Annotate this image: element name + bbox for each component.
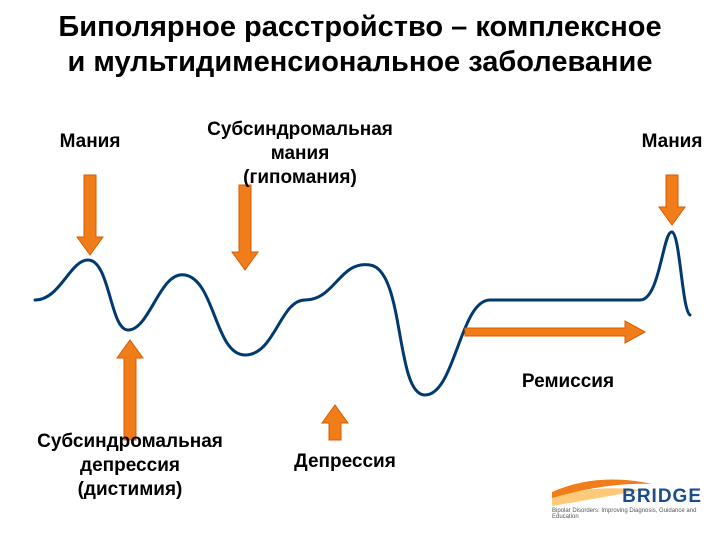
mania-right-label: Мания <box>612 130 720 154</box>
bridge-logo: BRIDGE Bipolar Disorders: Improving Diag… <box>552 462 702 522</box>
mania-left-label: Мания <box>30 130 150 154</box>
dysthymia-label: Субсиндромальная депрессия (дистимия) <box>10 430 250 501</box>
depression-label: Депрессия <box>265 450 425 474</box>
arrow-remission <box>465 321 645 343</box>
remission-label: Ремиссия <box>488 370 648 394</box>
bridge-logo-text: BRIDGE <box>622 486 702 508</box>
bridge-logo-tagline: Bipolar Disorders: Improving Diagnosis, … <box>552 508 702 520</box>
hypomania-label: Субсиндромальная мания (гипомания) <box>170 118 430 189</box>
